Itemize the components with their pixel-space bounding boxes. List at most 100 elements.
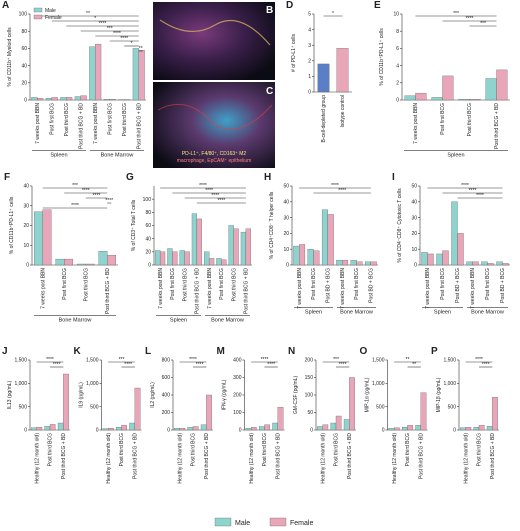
bar: [442, 250, 449, 266]
y-tick-label: 20: [23, 223, 29, 229]
bar: [496, 69, 508, 101]
bar: [349, 377, 355, 431]
bar: [51, 97, 58, 101]
bar: [159, 251, 166, 266]
y-tick-label: 1,000: [14, 381, 27, 387]
y-tick-label: 50: [411, 184, 417, 190]
y-tick-label: 600: [162, 375, 171, 381]
y-tick-label: 3: [308, 43, 311, 49]
y-tick-label: 0: [26, 263, 29, 269]
y-tick-label: 150: [305, 375, 314, 381]
y-tick-label: 0: [453, 428, 456, 434]
x-tick-label: Post third BCG + BD: [78, 103, 84, 149]
x-tick-label: Post third BCG: [48, 433, 54, 466]
y-tick-label: 10: [23, 243, 29, 249]
bar: [496, 261, 503, 266]
bar: [245, 428, 252, 431]
y-tick-label: 500: [90, 404, 99, 410]
bar: [31, 97, 38, 101]
x-tick-label: Healthy (12 month old): [392, 433, 398, 484]
bar: [307, 249, 314, 266]
bar: [206, 394, 212, 431]
bar: [184, 251, 190, 266]
bar: [174, 428, 180, 431]
y-axis-label: GM-CSF (pg/mL): [293, 376, 299, 415]
panel-label: M: [217, 346, 225, 357]
bar: [466, 261, 473, 266]
x-tick-label: Post third BCG + BD: [133, 433, 139, 479]
bar: [42, 209, 52, 266]
image-caption: macrophage, EpCAM⁺ epithelium: [177, 158, 252, 164]
x-tick-label: Post third BCG + BD: [105, 268, 111, 314]
x-tick-label: 7 weeks post BBN: [35, 103, 41, 144]
bar: [350, 260, 357, 266]
bar: [313, 250, 320, 266]
y-tick-label: 60: [145, 223, 151, 229]
x-tick-label: Post third BCG + BD: [204, 433, 210, 479]
bar: [394, 427, 400, 431]
bar: [204, 251, 210, 266]
y-tick-label: 1,000: [372, 381, 385, 387]
x-tick-label: Post third BCG + BD: [494, 103, 500, 149]
bar: [221, 259, 227, 266]
y-axis-label: IL9 (pg/mL): [79, 382, 85, 408]
y-tick-label: 0: [310, 428, 313, 434]
bar: [404, 95, 416, 101]
y-tick-label: 2: [396, 81, 399, 87]
bar: [327, 214, 334, 266]
x-tick-label: Post third BCG + BD: [347, 433, 353, 479]
x-tick-label: Healthy (12 month old): [34, 433, 40, 484]
x-tick-label: Post third BCG: [477, 433, 483, 466]
image-caption: PD-L1⁺, F4/80⁺, CD163⁺ M2: [182, 151, 247, 157]
x-tick-label: 7 weeks post BBN: [425, 268, 431, 309]
sig-stars: ****: [267, 362, 275, 368]
panel-label: A: [2, 0, 9, 11]
y-tick-label: 80: [21, 29, 27, 35]
x-tick-label: Post first BCG: [170, 268, 176, 300]
x-tick-label: Post third BCG + BD: [276, 433, 282, 479]
y-axis-label: % of CD4⁺CD8⁻ T helper cells: [269, 191, 275, 259]
bar: [55, 258, 65, 266]
bar: [342, 260, 349, 266]
bar: [272, 422, 278, 431]
bar: [478, 425, 485, 431]
x-tick-label: Post third BCG + BD: [195, 268, 201, 314]
sig-stars: ****: [189, 357, 197, 363]
bar: [49, 424, 56, 431]
y-tick-label: 1,500: [14, 358, 27, 364]
y-tick-label: 0: [96, 428, 99, 434]
x-tick-label: 7 weeks post BBN: [297, 268, 303, 309]
bar: [216, 258, 222, 266]
x-tick-label: Isotype control: [340, 95, 346, 128]
bar: [457, 233, 464, 266]
group-label: Spleen: [447, 152, 464, 158]
sig-stars: ***: [72, 183, 78, 189]
bar: [460, 427, 466, 431]
group-label: Bone Marrow: [471, 310, 504, 316]
sig-stars: ****: [339, 362, 347, 368]
bar: [299, 244, 306, 266]
sig-stars: ***: [119, 357, 125, 363]
group-label: Spleen: [170, 317, 187, 323]
x-tick-label: Post third BCG + BD: [490, 433, 496, 479]
y-tick-label: 40: [145, 236, 151, 242]
sig-stars: *: [332, 11, 334, 17]
sig-stars: ****: [338, 188, 346, 194]
x-tick-label: 7 weeks post BBN: [413, 103, 419, 144]
sig-stars: ****: [261, 357, 269, 363]
bar: [415, 425, 421, 431]
y-tick-label: 20: [283, 231, 289, 237]
y-tick-label: 800: [162, 358, 171, 364]
panel-label: L: [145, 346, 151, 357]
group-label: Spleen: [434, 310, 451, 316]
panel-label: E: [374, 0, 381, 11]
y-tick-label: 1,000: [443, 381, 456, 387]
x-tick-label: Post third BCG + BD: [419, 433, 425, 479]
bar: [486, 426, 493, 431]
y-tick-label: 40: [411, 200, 417, 206]
y-axis-label: % of CD11b⁺ Myeloid cells: [7, 27, 13, 87]
x-tick-label: Post third BCG: [83, 268, 89, 301]
sig-stars: ****: [99, 21, 107, 27]
bar: [155, 250, 161, 266]
